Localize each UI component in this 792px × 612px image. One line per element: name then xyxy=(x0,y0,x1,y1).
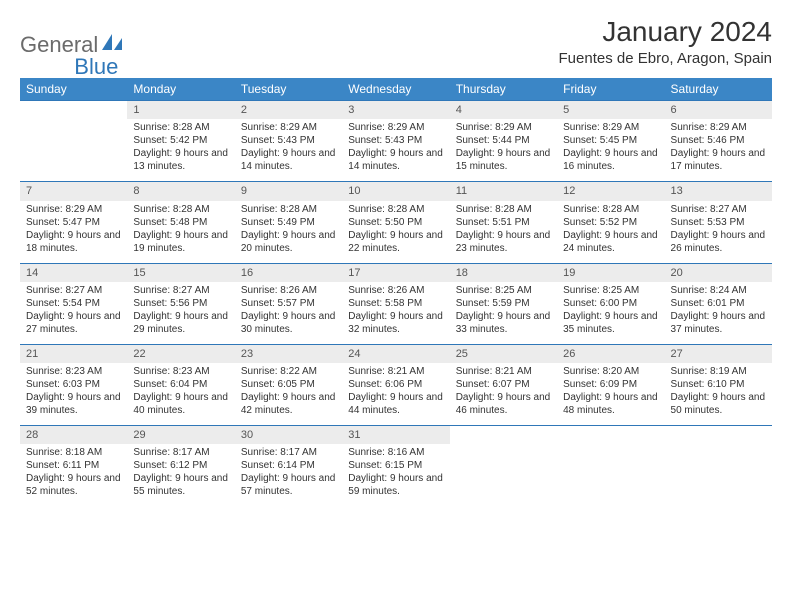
day-detail-cell: Sunrise: 8:26 AMSunset: 5:58 PMDaylight:… xyxy=(342,282,449,345)
day-detail-cell: Sunrise: 8:29 AMSunset: 5:43 PMDaylight:… xyxy=(342,119,449,182)
day-number-cell: 13 xyxy=(665,182,772,201)
day-detail-cell: Sunrise: 8:29 AMSunset: 5:47 PMDaylight:… xyxy=(20,201,127,264)
day-number-cell: 6 xyxy=(665,101,772,120)
daynum-row: 78910111213 xyxy=(20,182,772,201)
day-number-cell: 12 xyxy=(557,182,664,201)
day-detail-cell: Sunrise: 8:18 AMSunset: 6:11 PMDaylight:… xyxy=(20,444,127,506)
day-number-cell: 28 xyxy=(20,426,127,445)
title-block: January 2024 Fuentes de Ebro, Aragon, Sp… xyxy=(559,16,772,67)
day-detail-cell: Sunrise: 8:27 AMSunset: 5:53 PMDaylight:… xyxy=(665,201,772,264)
daynum-row: 123456 xyxy=(20,101,772,120)
calendar-table: Sunday Monday Tuesday Wednesday Thursday… xyxy=(20,78,772,506)
day-detail-cell: Sunrise: 8:29 AMSunset: 5:45 PMDaylight:… xyxy=(557,119,664,182)
weekday-header-row: Sunday Monday Tuesday Wednesday Thursday… xyxy=(20,78,772,101)
day-number-cell xyxy=(20,101,127,120)
day-detail-cell: Sunrise: 8:28 AMSunset: 5:51 PMDaylight:… xyxy=(450,201,557,264)
daynum-row: 14151617181920 xyxy=(20,263,772,282)
day-number-cell xyxy=(665,426,772,445)
logo: General Blue xyxy=(20,16,148,68)
day-number-cell: 3 xyxy=(342,101,449,120)
day-number-cell: 2 xyxy=(235,101,342,120)
day-detail-cell: Sunrise: 8:20 AMSunset: 6:09 PMDaylight:… xyxy=(557,363,664,426)
detail-row: Sunrise: 8:27 AMSunset: 5:54 PMDaylight:… xyxy=(20,282,772,345)
day-detail-cell: Sunrise: 8:22 AMSunset: 6:05 PMDaylight:… xyxy=(235,363,342,426)
daynum-row: 21222324252627 xyxy=(20,344,772,363)
day-number-cell: 20 xyxy=(665,263,772,282)
day-detail-cell: Sunrise: 8:21 AMSunset: 6:07 PMDaylight:… xyxy=(450,363,557,426)
day-number-cell xyxy=(557,426,664,445)
day-number-cell: 27 xyxy=(665,344,772,363)
day-number-cell: 23 xyxy=(235,344,342,363)
day-number-cell: 8 xyxy=(127,182,234,201)
day-detail-cell: Sunrise: 8:25 AMSunset: 5:59 PMDaylight:… xyxy=(450,282,557,345)
day-detail-cell xyxy=(665,444,772,506)
day-number-cell: 7 xyxy=(20,182,127,201)
day-detail-cell xyxy=(20,119,127,182)
day-detail-cell: Sunrise: 8:19 AMSunset: 6:10 PMDaylight:… xyxy=(665,363,772,426)
day-detail-cell: Sunrise: 8:24 AMSunset: 6:01 PMDaylight:… xyxy=(665,282,772,345)
day-number-cell: 19 xyxy=(557,263,664,282)
day-detail-cell: Sunrise: 8:29 AMSunset: 5:44 PMDaylight:… xyxy=(450,119,557,182)
day-detail-cell: Sunrise: 8:17 AMSunset: 6:12 PMDaylight:… xyxy=(127,444,234,506)
location-text: Fuentes de Ebro, Aragon, Spain xyxy=(559,50,772,67)
page-title: January 2024 xyxy=(559,16,772,48)
day-detail-cell: Sunrise: 8:23 AMSunset: 6:04 PMDaylight:… xyxy=(127,363,234,426)
day-number-cell: 10 xyxy=(342,182,449,201)
day-detail-cell: Sunrise: 8:28 AMSunset: 5:48 PMDaylight:… xyxy=(127,201,234,264)
day-detail-cell: Sunrise: 8:29 AMSunset: 5:43 PMDaylight:… xyxy=(235,119,342,182)
day-number-cell: 15 xyxy=(127,263,234,282)
day-detail-cell: Sunrise: 8:28 AMSunset: 5:52 PMDaylight:… xyxy=(557,201,664,264)
day-number-cell: 14 xyxy=(20,263,127,282)
day-detail-cell: Sunrise: 8:23 AMSunset: 6:03 PMDaylight:… xyxy=(20,363,127,426)
day-detail-cell: Sunrise: 8:28 AMSunset: 5:42 PMDaylight:… xyxy=(127,119,234,182)
weekday-header: Friday xyxy=(557,78,664,101)
day-number-cell: 9 xyxy=(235,182,342,201)
detail-row: Sunrise: 8:28 AMSunset: 5:42 PMDaylight:… xyxy=(20,119,772,182)
day-number-cell: 4 xyxy=(450,101,557,120)
weekday-header: Wednesday xyxy=(342,78,449,101)
weekday-header: Saturday xyxy=(665,78,772,101)
day-number-cell: 5 xyxy=(557,101,664,120)
day-detail-cell: Sunrise: 8:27 AMSunset: 5:54 PMDaylight:… xyxy=(20,282,127,345)
day-detail-cell: Sunrise: 8:29 AMSunset: 5:46 PMDaylight:… xyxy=(665,119,772,182)
daynum-row: 28293031 xyxy=(20,426,772,445)
logo-text-blue: Blue xyxy=(74,54,118,80)
weekday-header: Sunday xyxy=(20,78,127,101)
day-detail-cell: Sunrise: 8:16 AMSunset: 6:15 PMDaylight:… xyxy=(342,444,449,506)
day-detail-cell: Sunrise: 8:25 AMSunset: 6:00 PMDaylight:… xyxy=(557,282,664,345)
detail-row: Sunrise: 8:23 AMSunset: 6:03 PMDaylight:… xyxy=(20,363,772,426)
day-number-cell: 24 xyxy=(342,344,449,363)
day-detail-cell: Sunrise: 8:17 AMSunset: 6:14 PMDaylight:… xyxy=(235,444,342,506)
day-detail-cell: Sunrise: 8:28 AMSunset: 5:49 PMDaylight:… xyxy=(235,201,342,264)
day-detail-cell: Sunrise: 8:26 AMSunset: 5:57 PMDaylight:… xyxy=(235,282,342,345)
weekday-header: Monday xyxy=(127,78,234,101)
day-number-cell: 16 xyxy=(235,263,342,282)
day-detail-cell xyxy=(450,444,557,506)
day-number-cell: 18 xyxy=(450,263,557,282)
header: General Blue January 2024 Fuentes de Ebr… xyxy=(20,16,772,68)
day-number-cell: 22 xyxy=(127,344,234,363)
weekday-header: Thursday xyxy=(450,78,557,101)
detail-row: Sunrise: 8:29 AMSunset: 5:47 PMDaylight:… xyxy=(20,201,772,264)
day-number-cell: 25 xyxy=(450,344,557,363)
day-number-cell: 26 xyxy=(557,344,664,363)
day-detail-cell: Sunrise: 8:21 AMSunset: 6:06 PMDaylight:… xyxy=(342,363,449,426)
day-number-cell: 30 xyxy=(235,426,342,445)
day-detail-cell: Sunrise: 8:28 AMSunset: 5:50 PMDaylight:… xyxy=(342,201,449,264)
day-number-cell: 11 xyxy=(450,182,557,201)
day-number-cell: 17 xyxy=(342,263,449,282)
day-number-cell: 31 xyxy=(342,426,449,445)
day-number-cell: 21 xyxy=(20,344,127,363)
day-number-cell: 29 xyxy=(127,426,234,445)
day-detail-cell: Sunrise: 8:27 AMSunset: 5:56 PMDaylight:… xyxy=(127,282,234,345)
day-number-cell xyxy=(450,426,557,445)
weekday-header: Tuesday xyxy=(235,78,342,101)
day-number-cell: 1 xyxy=(127,101,234,120)
day-detail-cell xyxy=(557,444,664,506)
detail-row: Sunrise: 8:18 AMSunset: 6:11 PMDaylight:… xyxy=(20,444,772,506)
